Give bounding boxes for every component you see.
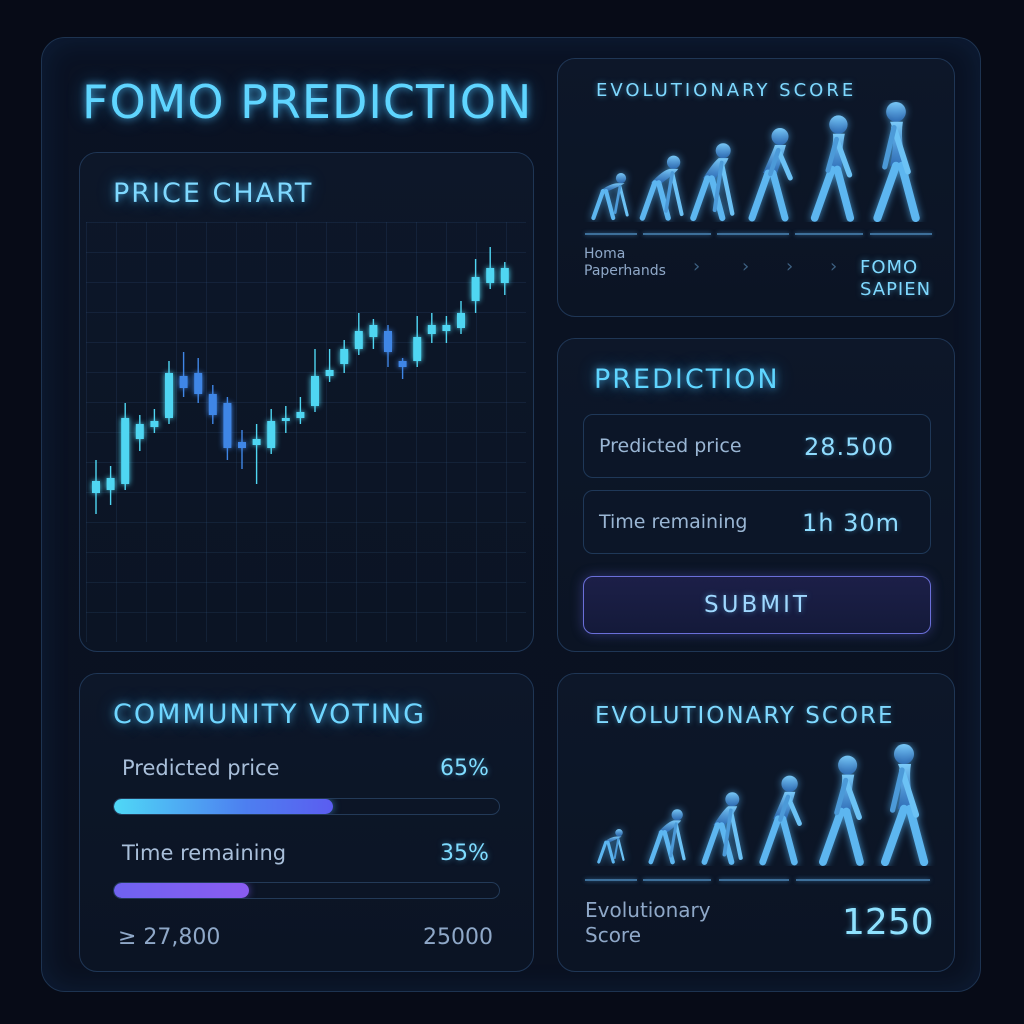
candle-body bbox=[471, 277, 480, 301]
candle-body bbox=[281, 418, 290, 421]
evolution-top-scale bbox=[643, 233, 711, 235]
candle-body bbox=[92, 481, 100, 493]
candle-body bbox=[486, 268, 495, 283]
vote-threshold-right: 25000 bbox=[423, 925, 493, 950]
evolution-top-scale bbox=[717, 233, 789, 235]
evolution-bottom-figures bbox=[597, 744, 929, 866]
evolution-top-scale bbox=[870, 233, 932, 235]
vote-item-label: Predicted price bbox=[122, 756, 280, 780]
vote-threshold-left: ≥ 27,800 bbox=[118, 925, 221, 950]
candle-body bbox=[369, 325, 378, 337]
price-chart-area[interactable] bbox=[86, 222, 526, 642]
evolution-figure-1 bbox=[597, 829, 625, 864]
evolution-left-label: Homa Paperhands bbox=[584, 246, 666, 279]
candle-body bbox=[296, 412, 305, 418]
price-chart-title: PRICE CHART bbox=[113, 178, 314, 209]
evolution-figure-3 bbox=[701, 792, 743, 865]
vote-progress-bar bbox=[113, 798, 500, 815]
candle-body bbox=[106, 478, 115, 490]
candle-body bbox=[238, 442, 246, 448]
candle-body bbox=[121, 418, 130, 484]
community-voting-panel bbox=[79, 673, 534, 972]
candle-body bbox=[325, 370, 334, 376]
evolution-top-title: EVOLUTIONARY SCORE bbox=[596, 80, 857, 101]
candle-body bbox=[311, 376, 319, 406]
evolutionary-score-value: 1250 bbox=[842, 902, 934, 943]
candle-body bbox=[398, 361, 407, 367]
evolution-figure-4 bbox=[748, 128, 793, 222]
candle-body bbox=[194, 373, 203, 394]
evolution-figure-4 bbox=[759, 775, 802, 866]
vote-item-label: Time remaining bbox=[122, 841, 287, 865]
candle-body bbox=[427, 325, 436, 334]
candle-body bbox=[500, 268, 509, 283]
chevron-right-icon: › bbox=[742, 256, 750, 277]
vote-item-percent: 35% bbox=[440, 841, 489, 866]
evolution-figure-5 bbox=[810, 115, 855, 222]
candle-body bbox=[354, 331, 363, 349]
chevron-right-icon: › bbox=[786, 256, 794, 277]
vote-item-percent: 65% bbox=[440, 756, 489, 781]
candle-body bbox=[413, 337, 422, 361]
candle-body bbox=[457, 313, 465, 328]
evolution-bottom-scale bbox=[643, 879, 711, 881]
candle-body bbox=[384, 331, 392, 352]
evolution-figure-6 bbox=[873, 102, 920, 222]
evolution-figure-2 bbox=[639, 155, 684, 221]
predicted-price-label: Predicted price bbox=[599, 435, 742, 457]
evolution-bottom-panel bbox=[557, 673, 955, 972]
evolution-figure-3 bbox=[690, 143, 735, 222]
evolution-bottom-scale bbox=[585, 879, 637, 881]
candle-body bbox=[179, 376, 188, 388]
candle-body bbox=[223, 403, 232, 448]
time-remaining-value: 1h 30m bbox=[801, 509, 900, 537]
candle-body bbox=[165, 373, 173, 418]
vote-progress-fill bbox=[114, 883, 249, 898]
chevron-right-icon: › bbox=[693, 256, 701, 277]
evolution-bottom-title: EVOLUTIONARY SCORE bbox=[595, 703, 895, 729]
candle-body bbox=[267, 421, 276, 448]
evolution-figure-5 bbox=[819, 755, 864, 866]
evolution-top-scale bbox=[585, 233, 637, 235]
price-chart-panel bbox=[79, 152, 534, 652]
submit-button[interactable]: SUBMIT bbox=[583, 576, 931, 634]
vote-progress-fill bbox=[114, 799, 334, 814]
evolution-bottom-scale bbox=[719, 879, 789, 881]
evolution-top-scale bbox=[795, 233, 863, 235]
evolution-top-figures bbox=[591, 102, 920, 222]
candle-body bbox=[208, 394, 217, 415]
app-title: FOMO PREDICTION bbox=[82, 75, 533, 129]
candle-body bbox=[252, 439, 261, 445]
candlestick-chart bbox=[92, 247, 509, 514]
evolution-figure-1 bbox=[591, 173, 629, 221]
vote-progress-bar bbox=[113, 882, 500, 899]
candle-body bbox=[442, 325, 451, 331]
evolution-right-label: FOMO SAPIEN bbox=[860, 257, 932, 300]
evolution-figure-6 bbox=[880, 744, 929, 866]
predicted-price-field[interactable]: Predicted price 28.500 bbox=[583, 414, 931, 478]
prediction-title: PREDICTION bbox=[594, 364, 780, 395]
evolution-bottom-scale bbox=[796, 879, 930, 881]
candle-body bbox=[135, 424, 144, 439]
time-remaining-label: Time remaining bbox=[599, 511, 748, 533]
candle-body bbox=[340, 349, 349, 364]
time-remaining-field[interactable]: Time remaining 1h 30m bbox=[583, 490, 931, 554]
community-voting-title: COMMUNITY VOTING bbox=[113, 699, 427, 730]
candle-body bbox=[150, 421, 159, 427]
evolution-figure-2 bbox=[648, 809, 686, 865]
evolutionary-score-label: Evolutionary Score bbox=[585, 898, 711, 947]
predicted-price-value[interactable]: 28.500 bbox=[804, 433, 894, 461]
chevron-right-icon: › bbox=[830, 256, 838, 277]
